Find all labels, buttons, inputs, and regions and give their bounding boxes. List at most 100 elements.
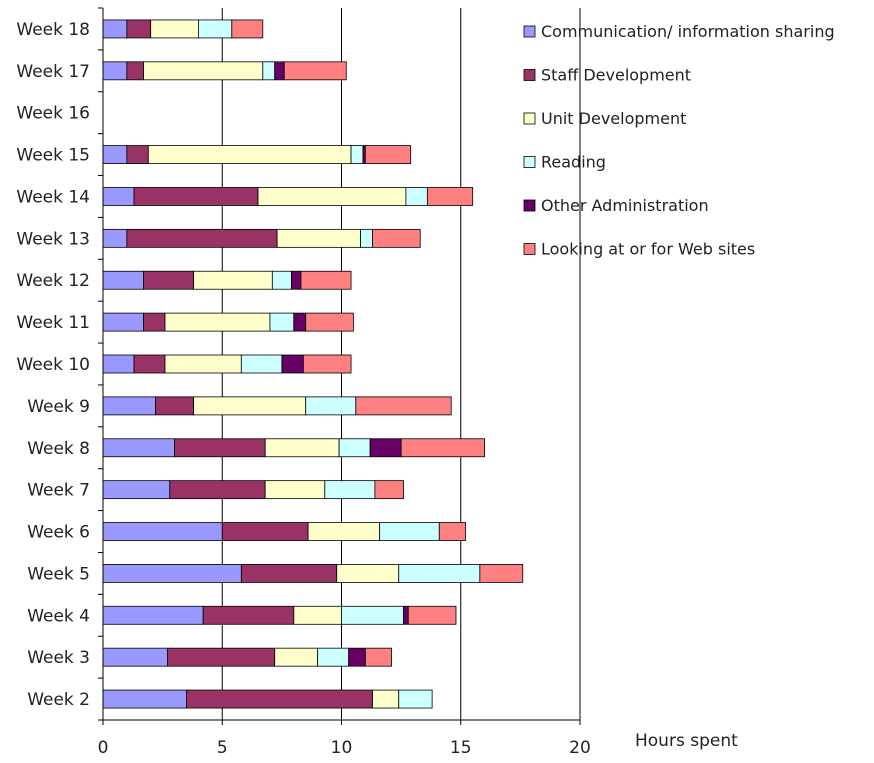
bar-segment: [231, 19, 264, 39]
legend-label: Other Administration: [541, 196, 709, 215]
bar-segment: [405, 187, 428, 206]
bar-segment: [364, 145, 412, 164]
bar-segment: [240, 354, 283, 374]
category-label: Week 3: [27, 648, 90, 668]
bar-segment: [369, 438, 402, 458]
bar-segment: [407, 605, 457, 625]
bar-segment: [338, 438, 371, 458]
category-label: Week 18: [16, 20, 90, 40]
x-tick-label: 10: [331, 738, 353, 758]
category-label: Week 5: [27, 564, 90, 584]
bar-segment: [276, 228, 361, 248]
bar-segment: [403, 605, 409, 625]
bar-segment: [102, 61, 128, 81]
category-label: Week 15: [16, 146, 90, 166]
x-tick-label: 5: [217, 738, 228, 758]
legend-swatch: [523, 69, 536, 81]
x-tick-label: 0: [98, 738, 109, 758]
bar-segment: [126, 61, 144, 81]
bar-segment: [102, 19, 128, 39]
category-label: Week 11: [16, 313, 90, 333]
category-label: Week 8: [27, 439, 90, 459]
bar-segment: [169, 480, 266, 500]
bar-segment: [102, 438, 175, 458]
bar-segment: [283, 61, 347, 81]
legend: Communication/ information sharing Staff …: [523, 22, 835, 259]
bar-segment: [374, 480, 404, 500]
bar-segment: [155, 396, 195, 416]
category-label: Week 2: [27, 690, 90, 710]
bar-segment: [102, 228, 128, 248]
bar-segment: [102, 564, 242, 583]
bar-segment: [164, 354, 242, 374]
bar-segment: [379, 522, 440, 541]
bar-segment: [102, 145, 128, 164]
bar-segment: [348, 647, 366, 667]
category-label: Week 9: [27, 397, 90, 417]
bar-segment: [202, 605, 295, 625]
legend-swatch: [523, 156, 536, 168]
bar-segment: [102, 522, 223, 541]
bar-segment: [193, 270, 273, 290]
bar-segment: [102, 187, 135, 206]
bar-segment: [372, 228, 421, 248]
bar-segment: [102, 647, 168, 667]
category-label: Week 17: [16, 62, 90, 82]
bar-segment: [336, 564, 400, 583]
axes: Week 18 Week 17 Week 16 Week 15 Week 14 Week …: [16, 7, 591, 758]
x-tick-label: 20: [569, 738, 591, 758]
bar-segment: [262, 61, 276, 81]
legend-label: Staff Development: [541, 66, 691, 85]
bar-segment: [307, 522, 381, 541]
category-label: Week 12: [16, 271, 90, 291]
legend-label: Looking at or for Web sites: [541, 240, 755, 259]
bar-segment: [133, 187, 259, 206]
x-axis-label: Hours spent: [635, 731, 738, 751]
bar-segment: [360, 228, 373, 248]
bar-segment: [426, 187, 474, 206]
bar-segment: [102, 312, 144, 332]
bar-segment: [147, 145, 352, 164]
bar-segment: [133, 354, 166, 374]
bar-segment: [293, 605, 342, 625]
bar-segment: [350, 145, 364, 164]
bar-segment: [102, 480, 171, 500]
legend-label: Communication/ information sharing: [541, 22, 835, 41]
bar-segment: [291, 270, 302, 290]
x-tick-label: 15: [450, 738, 472, 758]
bar-segment: [102, 605, 204, 625]
bar-segment: [398, 564, 481, 583]
bar-segment: [274, 647, 319, 667]
bar-segment: [150, 19, 199, 39]
legend-swatch: [523, 112, 536, 125]
legend-swatch: [523, 199, 536, 212]
bar-segment: [269, 312, 295, 332]
bar-segment: [400, 438, 485, 458]
bar-segment: [398, 689, 433, 709]
bar-segment: [126, 228, 278, 248]
bar-segment: [102, 354, 135, 374]
bar-segment: [126, 19, 152, 39]
bar-segment: [143, 270, 195, 290]
bar-segment: [257, 187, 407, 206]
bar-segment: [143, 312, 166, 332]
bar-segment: [143, 61, 264, 81]
legend-swatch: [523, 25, 536, 38]
bar-segment: [197, 19, 233, 39]
bar-segment: [264, 480, 326, 500]
bar-segment: [364, 647, 392, 667]
category-label: Week 14: [16, 187, 90, 207]
bar-segment: [300, 270, 352, 290]
bar-segment: [264, 438, 340, 458]
bars: [102, 19, 524, 709]
bar-segment: [341, 605, 404, 625]
bar-segment: [305, 396, 357, 416]
bar-segment: [193, 396, 307, 416]
legend-swatch: [523, 243, 536, 255]
bar-segment: [102, 689, 187, 709]
bar-segment: [221, 522, 309, 541]
category-label: Week 7: [27, 481, 90, 501]
bar-segment: [305, 312, 354, 332]
bar-segment: [166, 647, 276, 667]
bar-segment: [479, 564, 524, 583]
